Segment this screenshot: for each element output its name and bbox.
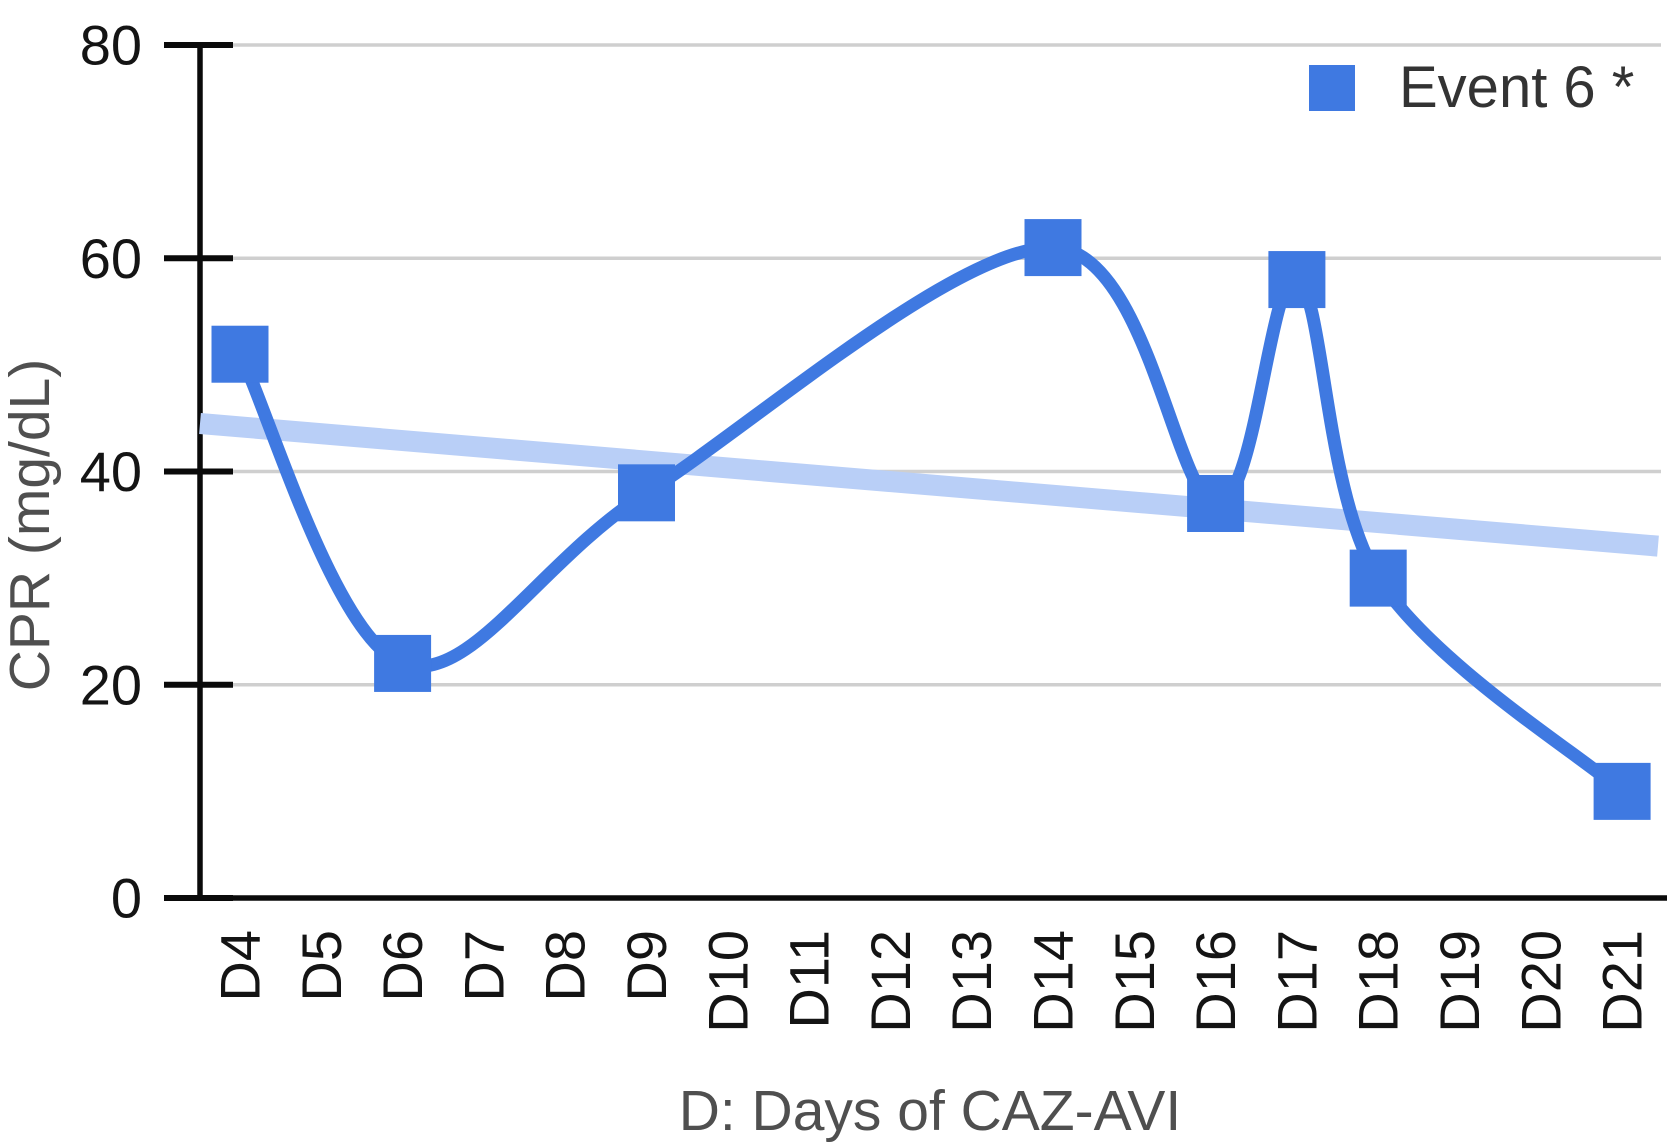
- legend-square-marker-icon: [1309, 65, 1355, 111]
- x-tick-label-D10: D10: [696, 930, 759, 1033]
- x-tick-label-D21: D21: [1591, 930, 1654, 1033]
- x-tick-label-D20: D20: [1509, 930, 1572, 1033]
- data-point-marker-D6: [374, 634, 432, 692]
- x-tick-label-D4: D4: [209, 930, 272, 1002]
- data-point-marker-D18: [1349, 549, 1407, 607]
- y-tick-label-20: 20: [80, 653, 142, 716]
- y-tick-label-60: 60: [80, 227, 142, 290]
- x-tick-label-D18: D18: [1347, 930, 1410, 1033]
- x-tick-label-D17: D17: [1265, 930, 1328, 1033]
- x-tick-label-D6: D6: [371, 930, 434, 1002]
- y-tick-label-0: 0: [111, 867, 142, 930]
- x-tick-label-D8: D8: [534, 930, 597, 1002]
- x-tick-label-D12: D12: [859, 930, 922, 1033]
- x-tick-label-D11: D11: [778, 930, 841, 1029]
- data-point-marker-D21: [1593, 762, 1651, 820]
- x-tick-label-D19: D19: [1428, 930, 1491, 1033]
- data-point-marker-D4: [211, 325, 269, 383]
- x-tick-label-D15: D15: [1103, 930, 1166, 1033]
- y-axis-title: CPR (mg/dL): [0, 358, 62, 692]
- x-tick-label-D16: D16: [1184, 930, 1247, 1033]
- x-tick-label-D14: D14: [1022, 930, 1085, 1033]
- x-axis-title: D: Days of CAZ-AVI: [678, 1079, 1182, 1143]
- data-point-marker-D16: [1187, 474, 1245, 532]
- x-tick-label-D13: D13: [940, 930, 1003, 1033]
- data-point-marker-D17: [1268, 251, 1326, 309]
- x-tick-label-D5: D5: [290, 930, 353, 1002]
- data-point-marker-D9: [618, 464, 675, 522]
- legend-label: Event 6 *: [1399, 55, 1635, 120]
- legend: Event 6 *: [1309, 55, 1635, 120]
- y-tick-label-40: 40: [80, 440, 142, 503]
- x-tick-label-D9: D9: [615, 930, 678, 1002]
- x-tick-label-D7: D7: [452, 930, 515, 1002]
- trendline: [199, 413, 1659, 557]
- data-point-marker-D14: [1024, 219, 1082, 277]
- y-tick-label-80: 80: [80, 14, 142, 77]
